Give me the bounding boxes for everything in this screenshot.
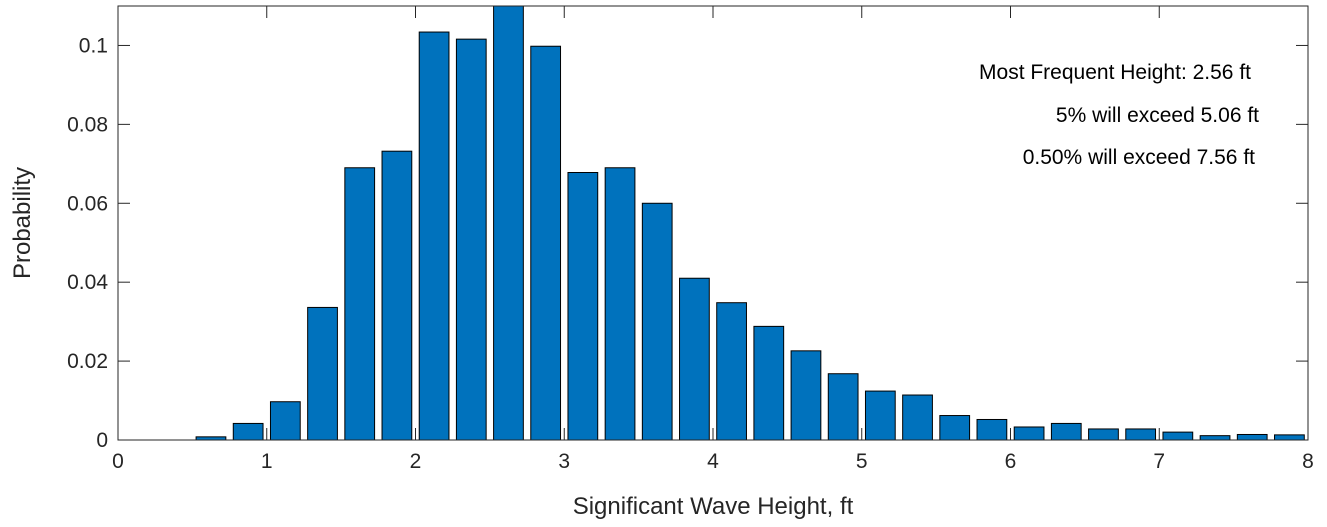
bar xyxy=(1236,433,1268,441)
x-axis-title: Significant Wave Height, ft xyxy=(573,493,854,520)
bar xyxy=(604,167,636,441)
bar xyxy=(1274,434,1305,441)
y-tick-label: 0.1 xyxy=(79,34,108,57)
bar xyxy=(864,390,896,441)
bar xyxy=(567,172,599,441)
bar xyxy=(493,5,524,441)
bar xyxy=(418,31,450,441)
y-tick-label: 0 xyxy=(96,429,108,452)
x-tick-label: 0 xyxy=(112,450,124,473)
bar xyxy=(344,167,376,441)
y-tick-label: 0.06 xyxy=(67,192,108,215)
bar xyxy=(530,45,562,441)
bar xyxy=(790,350,822,441)
bar xyxy=(381,150,413,441)
y-tick-label: 0.02 xyxy=(67,350,108,373)
bar xyxy=(1088,428,1119,441)
bar xyxy=(716,302,747,441)
x-tick-labels: 0 1 2 3 4 5 6 7 8 xyxy=(112,450,1314,473)
bar xyxy=(269,401,301,441)
x-tick-label: 8 xyxy=(1302,450,1314,473)
bar xyxy=(1199,435,1231,441)
bars-layer xyxy=(195,5,1305,441)
bar xyxy=(1050,422,1082,441)
bar xyxy=(976,418,1008,441)
x-tick-label: 1 xyxy=(261,450,273,473)
x-tick-label: 4 xyxy=(707,450,719,473)
y-tick-label: 0.08 xyxy=(67,113,108,136)
bar xyxy=(1013,426,1045,441)
bar xyxy=(827,373,859,441)
annotation-most-frequent-height: Most Frequent Height: 2.56 ft xyxy=(979,61,1251,84)
y-tick-label: 0.04 xyxy=(67,271,108,294)
bar xyxy=(902,394,933,441)
bar xyxy=(753,325,785,441)
bar xyxy=(1162,431,1194,441)
x-tick-label: 6 xyxy=(1005,450,1017,473)
ticks-layer xyxy=(117,6,1309,441)
bar xyxy=(1125,428,1157,441)
x-tick-label: 5 xyxy=(856,450,868,473)
bar xyxy=(455,38,487,441)
bar xyxy=(679,277,710,441)
x-tick-label: 2 xyxy=(410,450,422,473)
bar xyxy=(232,422,264,441)
bar xyxy=(307,306,338,441)
bar xyxy=(939,415,971,441)
x-tick-label: 7 xyxy=(1153,450,1165,473)
y-axis-title: Probability xyxy=(9,167,36,279)
x-tick-label: 3 xyxy=(558,450,570,473)
annotation-five-percent-exceed: 5% will exceed 5.06 ft xyxy=(1056,104,1259,127)
y-tick-labels: 0 0.02 0.04 0.06 0.08 0.1 xyxy=(67,34,108,452)
bar xyxy=(641,202,673,441)
annotation-half-percent-exceed: 0.50% will exceed 7.56 ft xyxy=(1023,146,1255,169)
